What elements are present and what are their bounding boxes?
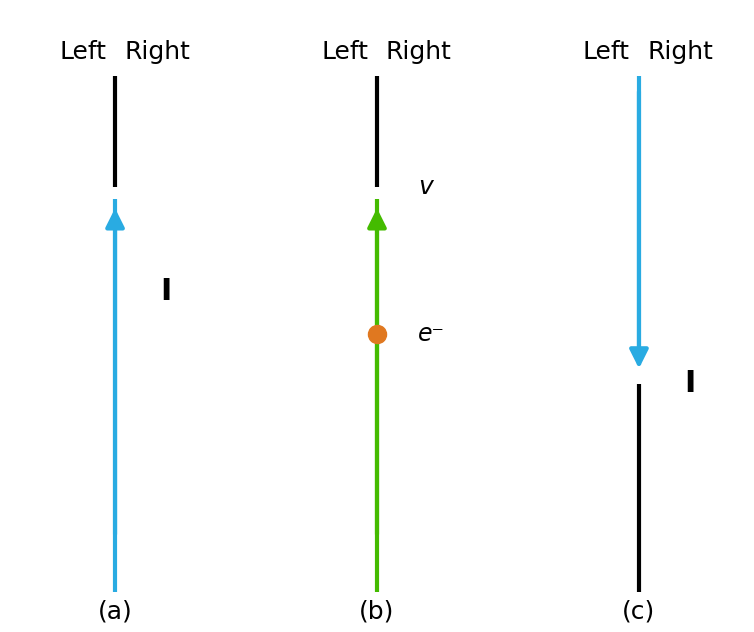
Text: I: I (160, 277, 171, 306)
Text: Left: Left (59, 40, 106, 64)
Text: (b): (b) (360, 599, 394, 623)
Text: v: v (418, 175, 433, 199)
Text: Right: Right (124, 40, 190, 64)
Text: Right: Right (648, 40, 714, 64)
Text: Left: Left (321, 40, 368, 64)
Text: (c): (c) (622, 599, 655, 623)
Text: Right: Right (386, 40, 452, 64)
Text: Left: Left (583, 40, 630, 64)
Text: e⁻: e⁻ (418, 322, 445, 346)
Text: I: I (684, 369, 695, 398)
Text: (a): (a) (98, 599, 133, 623)
